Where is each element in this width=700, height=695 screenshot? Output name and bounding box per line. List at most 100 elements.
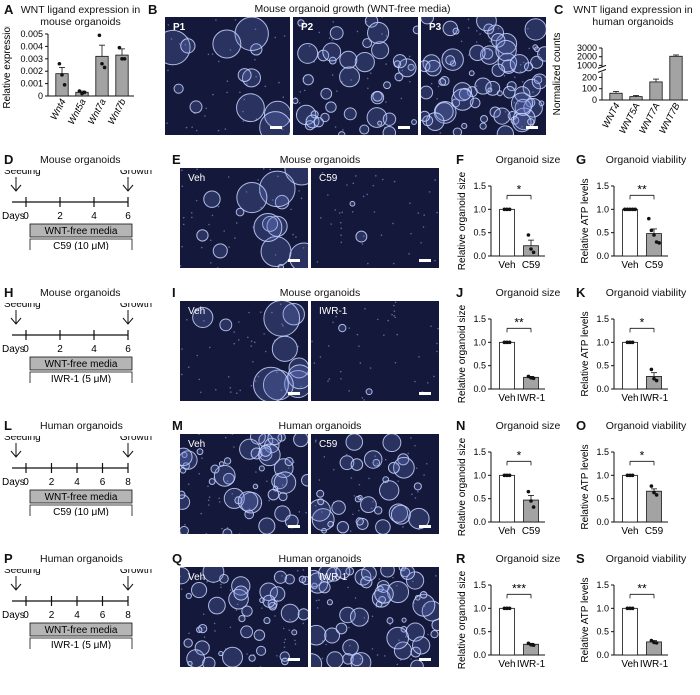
data-point (652, 490, 656, 495)
organoid (202, 656, 216, 667)
bar (646, 233, 662, 257)
speck (287, 467, 290, 469)
speck (254, 58, 256, 61)
speck (302, 569, 305, 571)
organoid (386, 626, 410, 650)
speck (332, 21, 335, 23)
organoid (208, 478, 216, 485)
speck (479, 33, 481, 35)
speck (389, 623, 391, 626)
data-point (652, 376, 656, 381)
x-tick-label: C59 (522, 526, 541, 537)
scale-bar (419, 658, 431, 661)
speck (488, 49, 491, 52)
data-point (102, 65, 107, 70)
timeline-d: Seeding Growth 0 2 4 6 Days WNT-free media C59 (… (2, 170, 152, 250)
speck (191, 216, 193, 219)
timeline-tick-label: 2 (49, 610, 55, 621)
y-axis-label: Relative expression (2, 26, 13, 109)
data-point (630, 207, 635, 212)
speck (182, 216, 185, 219)
organoid (349, 200, 356, 207)
data-point (531, 643, 536, 647)
panel-s-title: Organoid viability (605, 553, 687, 565)
data-point (649, 484, 654, 488)
speck (347, 586, 349, 589)
image-label: Veh (188, 306, 206, 317)
speck (180, 265, 182, 267)
speck (252, 360, 254, 363)
speck (366, 193, 369, 196)
speck (231, 434, 234, 435)
speck (372, 576, 375, 578)
speck (217, 129, 220, 132)
y-tick-label: 0 (38, 91, 43, 101)
timeline-tick-label: 0 (23, 344, 29, 355)
organoid (218, 650, 224, 657)
speck (208, 223, 210, 226)
organoid (363, 450, 383, 469)
image-label: P1 (173, 22, 186, 33)
speck (259, 665, 262, 667)
speck (196, 354, 199, 357)
data-point (526, 233, 531, 237)
panel-k-title: Organoid viability (605, 287, 687, 299)
timeline-tick-label: 6 (100, 477, 106, 488)
data-point (526, 489, 531, 494)
data-point (649, 367, 654, 372)
organoid (281, 657, 289, 666)
organoid (194, 640, 210, 656)
speck (253, 341, 256, 344)
end-label: Growth (120, 436, 152, 443)
data-point (654, 493, 659, 497)
organoid (360, 576, 373, 589)
organoid (311, 498, 331, 522)
organoid (382, 126, 397, 135)
y-tick-label: 1.5 (596, 181, 609, 191)
speck (235, 609, 238, 611)
y-tick-label: 0.0 (596, 384, 609, 394)
speck (539, 106, 542, 108)
chart-j: 0.0 0.5 1.0 1.5 Relative organoid size Veh IWR… (457, 304, 546, 404)
panel-a-title: WNT ligand expression in mouse organoids (20, 4, 141, 28)
axis-break-mark (597, 64, 607, 69)
speck (402, 526, 404, 528)
organoid (222, 646, 243, 667)
significance-label: * (640, 448, 645, 462)
chart-a: 0 0.001 0.002 0.003 0.004 0.005 Relative expre… (2, 26, 134, 127)
y-tick-label: 0.5 (473, 361, 486, 371)
speck (430, 82, 433, 85)
organoid (493, 107, 511, 125)
panel-g-title: Organoid viability (605, 154, 687, 166)
organoid (191, 582, 208, 599)
bar (499, 474, 515, 523)
timeline-tick-label: 6 (100, 610, 106, 621)
speck (475, 41, 478, 43)
x-tick-label: Veh (621, 659, 638, 670)
speck (229, 387, 232, 389)
organoid (357, 494, 363, 501)
organoid (173, 83, 184, 94)
organoid (180, 567, 190, 585)
speck (292, 233, 294, 236)
organoid (180, 490, 186, 500)
timeline-tick-label: 8 (125, 610, 131, 621)
organoid (297, 42, 319, 64)
organoid (425, 59, 442, 77)
speck (339, 221, 342, 224)
bar (499, 607, 515, 656)
organoid (355, 517, 364, 526)
organoid-image-p2: P2 (293, 17, 418, 135)
speck (298, 511, 301, 513)
speck (281, 575, 283, 577)
speck (242, 120, 245, 122)
organoid (410, 659, 424, 667)
speck (527, 27, 529, 30)
speck (528, 47, 531, 50)
panel-label-i: I (172, 285, 176, 300)
organoid (452, 82, 473, 102)
speck (235, 222, 238, 224)
speck (282, 627, 285, 630)
speck (352, 513, 354, 516)
speck (224, 128, 227, 130)
